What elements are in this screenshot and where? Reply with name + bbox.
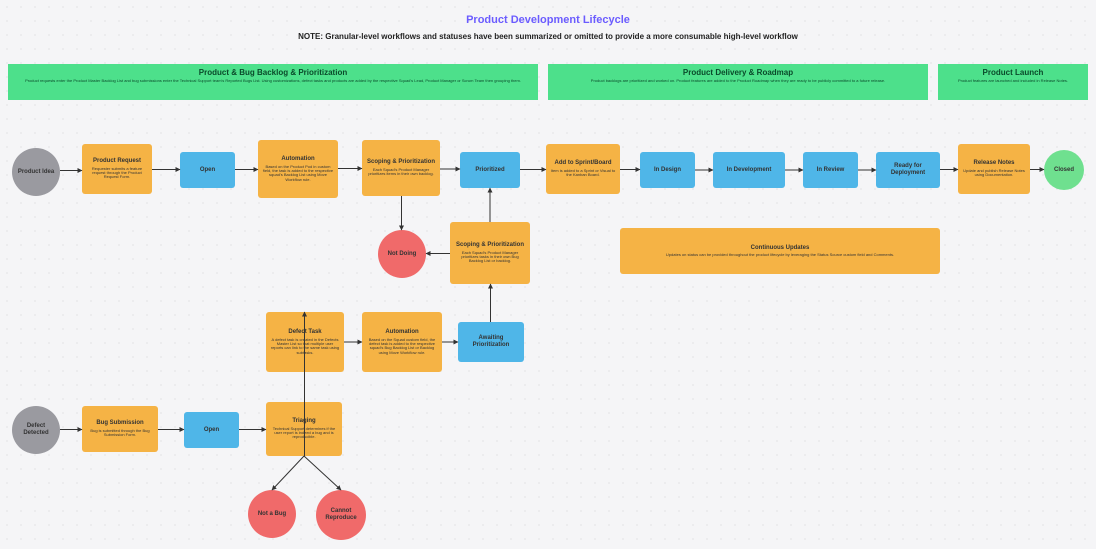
sec-backlog: Product & Bug Backlog & Prioritization Pr… xyxy=(8,64,538,100)
section-title: Product & Bug Backlog & Prioritization xyxy=(16,68,530,77)
node-title: Automation xyxy=(281,156,314,163)
node-title: Product Idea xyxy=(18,169,54,176)
node-closed: Closed xyxy=(1044,150,1084,190)
node-desc: Bug is submitted through the Bug Submiss… xyxy=(86,429,154,438)
node-title: Bug Submission xyxy=(96,420,143,427)
node-desc: Item is added to a Sprint or Visual to t… xyxy=(550,169,616,178)
node-desc: Update and publish Release Notes using D… xyxy=(962,169,1026,178)
node-release-notes: Release Notes Update and publish Release … xyxy=(958,144,1030,194)
node-scoping-1: Scoping & Prioritization Each Squad's Pro… xyxy=(362,140,440,196)
section-desc: Product features are launched and includ… xyxy=(946,79,1080,84)
node-defect-task: Defect Task A defect task is created in t… xyxy=(266,312,344,372)
node-title: Release Notes xyxy=(973,160,1014,167)
node-not-a-bug: Not a Bug xyxy=(248,490,296,538)
node-title: Scoping & Prioritization xyxy=(456,242,524,249)
page-note: NOTE: Granular-level workflows and statu… xyxy=(0,32,1096,41)
node-title: Product Request xyxy=(93,158,141,165)
node-open-2: Open xyxy=(184,412,239,448)
node-in-design: In Design xyxy=(640,152,695,188)
node-title: Open xyxy=(204,427,219,434)
node-desc: Updates on status can be provided throug… xyxy=(666,253,894,257)
node-title: Add to Sprint/Board xyxy=(555,160,612,167)
section-title: Product Delivery & Roadmap xyxy=(556,68,920,77)
node-defect-detected: Defect Detected xyxy=(12,406,60,454)
node-title: Prioritized xyxy=(475,167,504,174)
node-title: Closed xyxy=(1054,167,1074,174)
node-desc: Each Squad's Product Manager prioritizes… xyxy=(454,251,526,264)
node-title: Cannot Reproduce xyxy=(320,508,362,521)
section-title: Product Launch xyxy=(946,68,1080,77)
node-desc: Requester submits a feature request thro… xyxy=(86,167,148,180)
node-automation-2: Automation Based on the Squad custom fiel… xyxy=(362,312,442,372)
node-automation-1: Automation Based on the Product Pod in cu… xyxy=(258,140,338,198)
node-title: Open xyxy=(200,167,215,174)
node-scoping-2: Scoping & Prioritization Each Squad's Pro… xyxy=(450,222,530,284)
node-desc: Technical Support determines if the user… xyxy=(270,427,338,440)
node-title: In Review xyxy=(817,167,845,174)
node-desc: Each Squad's Product Manager prioritizes… xyxy=(366,168,436,177)
node-desc: Based on the Product Pod in custom field… xyxy=(262,165,334,183)
section-desc: Product backlogs are prioritized and wor… xyxy=(556,79,920,84)
node-title: Continuous Updates xyxy=(751,245,810,252)
node-title: In Development xyxy=(727,167,772,174)
node-in-dev: In Development xyxy=(713,152,785,188)
node-desc: A defect task is created in the Defects … xyxy=(270,338,340,356)
node-title: Ready for Deployment xyxy=(880,163,936,176)
node-add-sprint: Add to Sprint/Board Item is added to a Sp… xyxy=(546,144,620,194)
node-title: Not a Bug xyxy=(258,511,286,518)
node-not-doing: Not Doing xyxy=(378,230,426,278)
node-product-request: Product Request Requester submits a featu… xyxy=(82,144,152,194)
node-title: In Design xyxy=(654,167,681,174)
node-title: Not Doing xyxy=(388,251,417,258)
node-title: Automation xyxy=(385,329,418,336)
sec-launch: Product Launch Product features are launc… xyxy=(938,64,1088,100)
node-title: Triaging xyxy=(292,418,315,425)
node-title: Awaiting Prioritization xyxy=(462,335,520,348)
section-desc: Product requests enter the Product Maste… xyxy=(16,79,530,84)
node-awaiting: Awaiting Prioritization xyxy=(458,322,524,362)
node-cannot-repro: Cannot Reproduce xyxy=(316,490,366,540)
sec-delivery: Product Delivery & Roadmap Product backlo… xyxy=(548,64,928,100)
node-title: Defect Task xyxy=(288,329,321,336)
node-bug-submission: Bug Submission Bug is submitted through t… xyxy=(82,406,158,452)
node-in-review: In Review xyxy=(803,152,858,188)
node-title: Defect Detected xyxy=(16,423,56,436)
node-open-1: Open xyxy=(180,152,235,188)
node-ready-deploy: Ready for Deployment xyxy=(876,152,940,188)
node-product-idea: Product Idea xyxy=(12,148,60,196)
node-prioritized: Prioritized xyxy=(460,152,520,188)
node-triaging: Triaging Technical Support determines if … xyxy=(266,402,342,456)
page-title: Product Development Lifecycle xyxy=(0,14,1096,26)
node-title: Scoping & Prioritization xyxy=(367,159,435,166)
node-desc: Based on the Squad custom field, the def… xyxy=(366,338,438,356)
node-cont-updates: Continuous UpdatesUpdates on status can … xyxy=(620,228,940,274)
